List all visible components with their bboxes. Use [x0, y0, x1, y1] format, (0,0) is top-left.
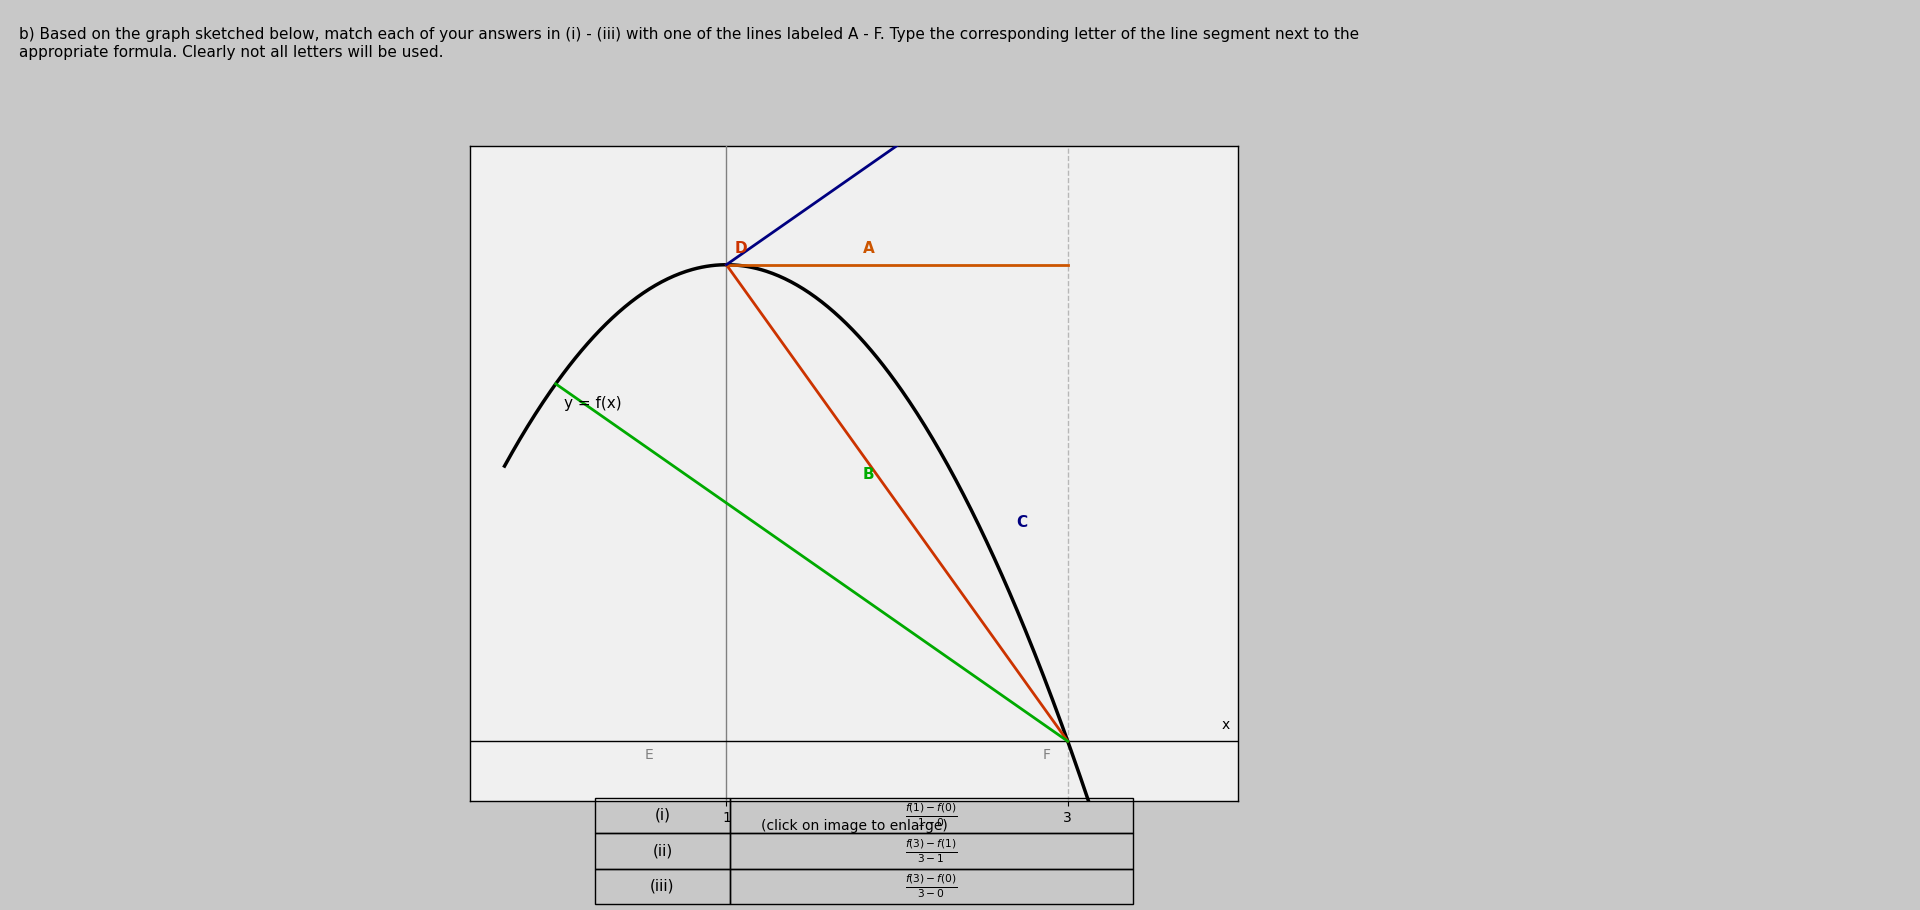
Text: $\frac{f(1)-f(0)}{1-0}$: $\frac{f(1)-f(0)}{1-0}$ — [904, 802, 958, 829]
Text: b) Based on the graph sketched below, match each of your answers in (i) - (iii) : b) Based on the graph sketched below, ma… — [19, 27, 1359, 60]
Bar — [730, 797, 1133, 834]
Text: C: C — [1016, 515, 1027, 530]
Text: y = f(x): y = f(x) — [564, 396, 622, 410]
Text: (ii): (ii) — [653, 844, 672, 858]
Bar — [730, 834, 1133, 868]
Bar — [595, 834, 730, 868]
Text: E: E — [645, 748, 653, 762]
Bar — [595, 868, 730, 905]
Text: (i): (i) — [655, 808, 670, 823]
Text: (iii): (iii) — [651, 879, 674, 894]
Bar — [595, 797, 730, 834]
Text: D: D — [735, 241, 747, 256]
Text: $\frac{f(3)-f(1)}{3-1}$: $\frac{f(3)-f(1)}{3-1}$ — [904, 837, 958, 864]
Text: A: A — [862, 241, 876, 256]
Text: B: B — [862, 467, 874, 482]
Text: (click on image to enlarge): (click on image to enlarge) — [760, 819, 948, 833]
Bar — [730, 868, 1133, 905]
Text: x: x — [1221, 718, 1229, 733]
Text: $\frac{f(3)-f(0)}{3-0}$: $\frac{f(3)-f(0)}{3-0}$ — [904, 873, 958, 900]
Text: F: F — [1043, 748, 1050, 762]
